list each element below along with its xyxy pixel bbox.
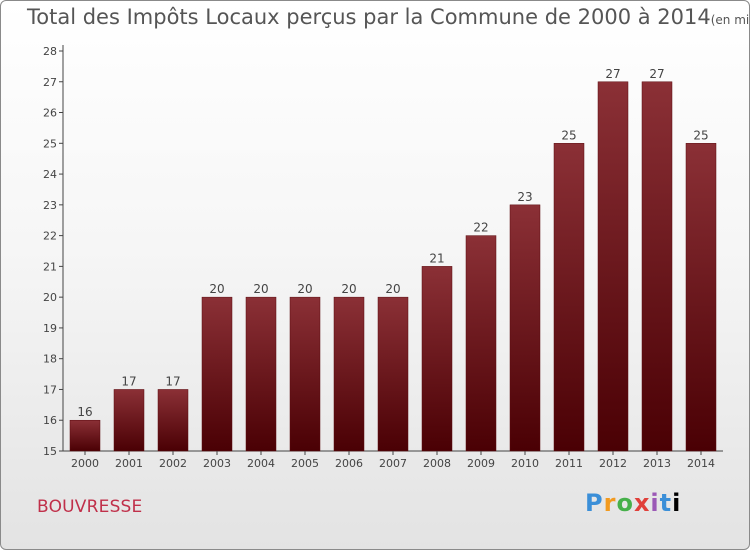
y-tick-label: 15 <box>43 445 57 458</box>
bar <box>201 296 233 452</box>
bar-value-label: 22 <box>473 221 488 235</box>
logo-letter: o <box>616 489 634 517</box>
y-tick-label: 23 <box>43 199 57 212</box>
bar <box>641 81 673 452</box>
logo-letter: x <box>633 489 651 517</box>
y-tick-label: 18 <box>43 353 57 366</box>
y-tick-label: 22 <box>43 230 57 243</box>
x-tick-label: 2009 <box>467 457 495 470</box>
chart-title: Total des Impôts Locaux perçus par la Co… <box>27 5 750 29</box>
bar-value-label: 25 <box>693 128 708 142</box>
logo-letter: i <box>672 489 682 517</box>
y-tick-label: 19 <box>43 322 57 335</box>
bar-value-label: 20 <box>297 282 312 296</box>
y-tick-label: 28 <box>43 45 57 58</box>
bar <box>553 143 585 452</box>
bar-value-label: 25 <box>561 128 576 142</box>
bar <box>597 81 629 452</box>
x-tick-label: 2007 <box>379 457 407 470</box>
bar <box>465 235 497 452</box>
x-tick-label: 2000 <box>71 457 99 470</box>
bar-value-label: 20 <box>209 282 224 296</box>
bar <box>377 296 409 452</box>
y-tick-label: 17 <box>43 383 57 396</box>
bar <box>289 296 321 452</box>
bar-value-label: 16 <box>77 405 92 419</box>
x-tick-label: 2002 <box>159 457 187 470</box>
x-tick-label: 2001 <box>115 457 143 470</box>
bar <box>509 204 541 452</box>
bar-value-label: 27 <box>605 67 620 81</box>
x-tick-label: 2011 <box>555 457 583 470</box>
bar-value-label: 20 <box>341 282 356 296</box>
bar-value-label: 27 <box>649 67 664 81</box>
y-tick-label: 26 <box>43 107 57 120</box>
bar-value-label: 20 <box>253 282 268 296</box>
bar <box>113 389 145 452</box>
y-tick-label: 16 <box>43 414 57 427</box>
bar <box>69 419 101 452</box>
x-tick-label: 2005 <box>291 457 319 470</box>
logo-letter: P <box>585 489 604 517</box>
logo-letter: r <box>603 489 617 517</box>
y-tick-label: 25 <box>43 137 57 150</box>
bar-value-label: 17 <box>165 374 180 388</box>
bar-value-label: 21 <box>429 251 444 265</box>
x-tick-label: 2013 <box>643 457 671 470</box>
proxiti-logo: Proxiti <box>585 489 681 517</box>
bar-value-label: 17 <box>121 374 136 388</box>
bar <box>157 389 189 452</box>
y-tick-label: 20 <box>43 291 57 304</box>
bar <box>245 296 277 452</box>
bar <box>685 143 717 452</box>
x-tick-label: 2003 <box>203 457 231 470</box>
title-unit: (en milliers d'€) <box>710 13 750 27</box>
logo-letter: i <box>650 489 660 517</box>
x-tick-label: 2008 <box>423 457 451 470</box>
y-tick-label: 24 <box>43 168 57 181</box>
x-tick-label: 2004 <box>247 457 275 470</box>
y-tick-label: 27 <box>43 76 57 89</box>
logo-letter: t <box>659 489 673 517</box>
commune-name: BOUVRESSE <box>37 497 143 517</box>
y-tick-label: 21 <box>43 260 57 273</box>
x-tick-label: 2010 <box>511 457 539 470</box>
x-tick-label: 2014 <box>687 457 715 470</box>
bar-value-label: 23 <box>517 190 532 204</box>
bar-value-label: 20 <box>385 282 400 296</box>
bar <box>333 296 365 452</box>
x-tick-label: 2012 <box>599 457 627 470</box>
bar <box>421 266 453 452</box>
title-text: Total des Impôts Locaux perçus par la Co… <box>27 5 711 29</box>
x-tick-label: 2006 <box>335 457 363 470</box>
